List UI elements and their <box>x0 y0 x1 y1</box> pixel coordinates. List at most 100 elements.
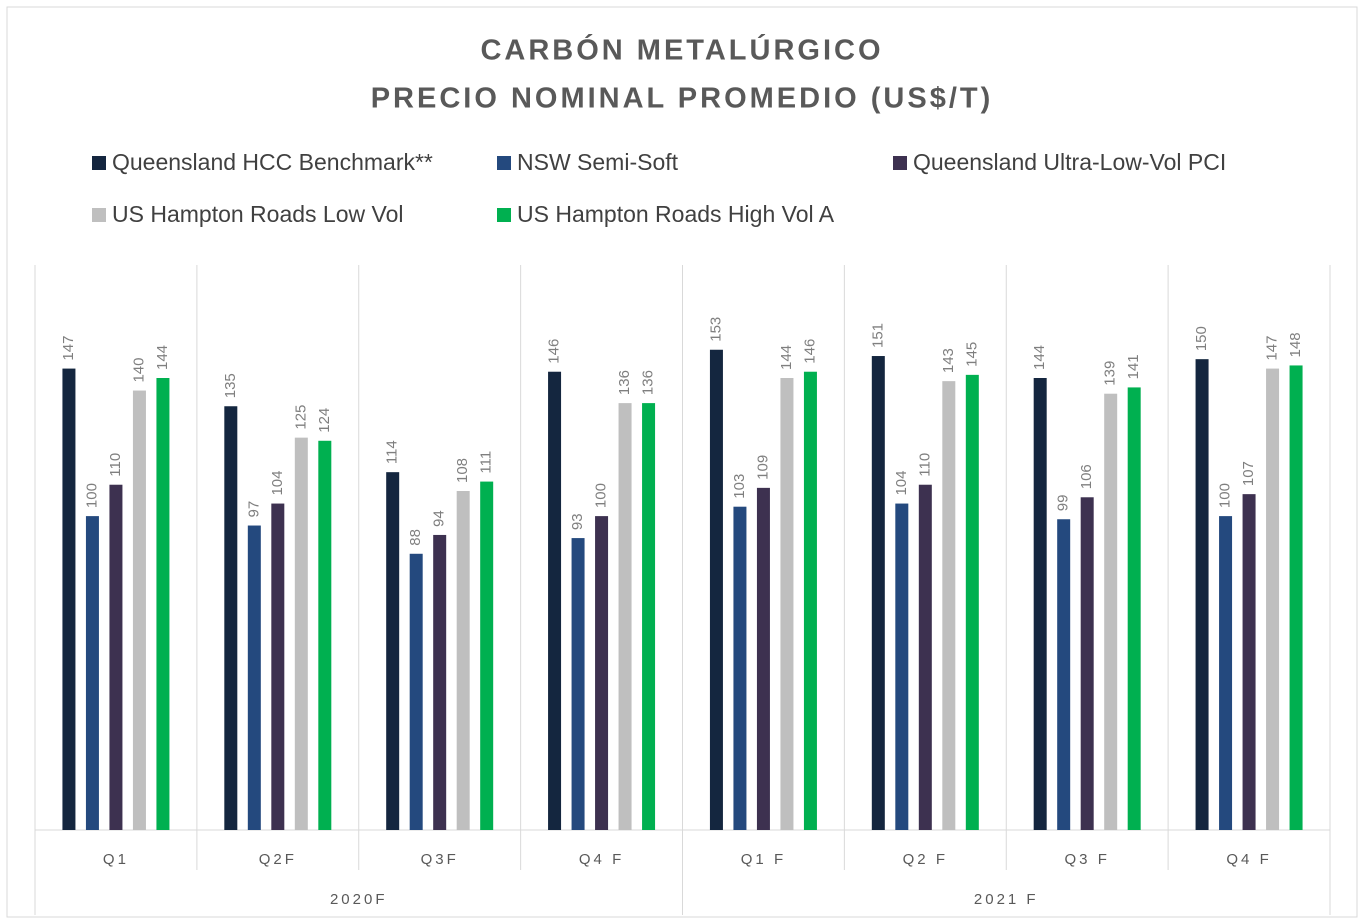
value-label: 125 <box>292 405 309 430</box>
value-label: 114 <box>384 440 401 464</box>
bar <box>409 553 423 830</box>
value-label: 100 <box>1217 483 1234 508</box>
value-label: 146 <box>546 339 563 364</box>
value-label: 144 <box>154 345 171 370</box>
chart-title: CARBÓN METALÚRGICO <box>480 33 883 67</box>
value-label: 108 <box>454 458 471 483</box>
value-label: 99 <box>1055 495 1072 512</box>
value-label: 88 <box>407 529 424 546</box>
value-label: 109 <box>754 455 771 480</box>
value-label: 103 <box>731 474 748 499</box>
bar <box>756 487 770 830</box>
value-label: 141 <box>1125 354 1142 379</box>
bar <box>965 374 979 830</box>
legend-swatch <box>92 156 106 170</box>
value-label: 147 <box>1264 336 1281 361</box>
bar <box>156 378 170 830</box>
value-label: 144 <box>778 345 795 370</box>
value-label: 140 <box>130 358 147 383</box>
bar <box>271 503 285 830</box>
group-label: 2021 F <box>974 891 1039 908</box>
bar <box>62 368 76 830</box>
legend-label: Queensland Ultra-Low-Vol PCI <box>913 149 1226 175</box>
value-label: 110 <box>916 453 933 477</box>
group-label: 2020F <box>330 891 388 908</box>
x-tick-label: Q4 F <box>579 851 624 868</box>
value-label: 93 <box>569 513 586 530</box>
value-label: 145 <box>963 342 980 367</box>
legend-label: Queensland HCC Benchmark** <box>112 149 433 175</box>
bar <box>1289 365 1303 830</box>
bar <box>224 406 238 830</box>
legend-label: US Hampton Roads Low Vol <box>112 201 404 227</box>
bar <box>1266 368 1280 830</box>
value-label: 100 <box>593 483 610 508</box>
value-label: 136 <box>616 370 633 395</box>
bar <box>386 472 400 830</box>
bar <box>318 440 332 830</box>
legend-swatch <box>497 208 511 222</box>
bar <box>548 371 562 830</box>
bar <box>247 525 261 830</box>
value-label: 136 <box>640 370 657 395</box>
bar <box>109 484 123 830</box>
x-tick-label: Q3 F <box>1065 851 1110 868</box>
bar <box>132 390 146 830</box>
bar <box>456 491 470 830</box>
legend-swatch <box>893 156 907 170</box>
bar <box>618 403 632 830</box>
bar <box>1219 516 1233 830</box>
bar <box>1057 519 1071 830</box>
bar <box>871 356 885 830</box>
bar <box>85 516 99 830</box>
legend-label: NSW Semi-Soft <box>517 149 679 175</box>
x-tick-label: Q3F <box>421 851 459 868</box>
x-tick-label: Q2 F <box>903 851 948 868</box>
value-label: 106 <box>1078 464 1095 489</box>
bar <box>709 349 723 830</box>
bar <box>803 371 817 830</box>
x-tick-label: Q1 F <box>741 851 786 868</box>
value-label: 107 <box>1240 461 1257 486</box>
bar <box>480 481 494 830</box>
bar <box>433 534 447 830</box>
bar <box>294 437 308 830</box>
value-label: 94 <box>431 510 448 527</box>
legend-label: US Hampton Roads High Vol A <box>517 201 835 227</box>
bar <box>918 484 932 830</box>
x-tick-label: Q4 F <box>1226 851 1271 868</box>
value-label: 151 <box>869 323 886 348</box>
value-label: 143 <box>940 348 957 373</box>
value-label: 147 <box>60 336 77 361</box>
bar <box>1242 494 1256 830</box>
value-label: 97 <box>245 501 262 518</box>
value-label: 104 <box>269 471 286 496</box>
value-label: 110 <box>107 453 124 477</box>
bar <box>595 516 609 830</box>
bar <box>895 503 909 830</box>
legend-swatch <box>92 208 106 222</box>
value-label: 150 <box>1193 326 1210 351</box>
bar <box>780 378 794 830</box>
value-label: 153 <box>707 317 724 342</box>
value-label: 100 <box>83 483 100 508</box>
bar <box>733 506 747 830</box>
bar <box>1195 359 1209 830</box>
value-label: 111 <box>478 451 495 474</box>
bar <box>1080 497 1094 830</box>
value-label: 135 <box>222 373 239 398</box>
bar <box>571 538 585 830</box>
chart-subtitle: PRECIO NOMINAL PROMEDIO (US$/T) <box>371 83 994 115</box>
bar <box>642 403 656 830</box>
legend-swatch <box>497 156 511 170</box>
value-label: 144 <box>1031 345 1048 370</box>
x-tick-label: Q1 <box>103 851 129 868</box>
x-tick-label: Q2F <box>259 851 297 868</box>
value-label: 104 <box>893 471 910 496</box>
bar <box>1033 378 1047 830</box>
bar <box>1104 393 1118 830</box>
value-label: 139 <box>1102 361 1119 386</box>
value-label: 146 <box>801 339 818 364</box>
bar <box>1127 387 1141 830</box>
